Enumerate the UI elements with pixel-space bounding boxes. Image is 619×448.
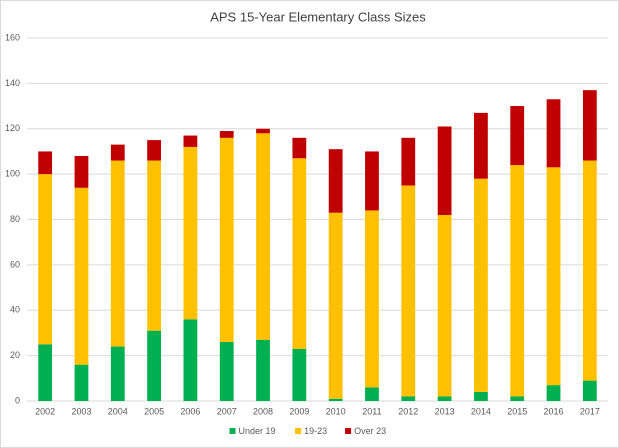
x-tick-label: 2014	[471, 406, 491, 416]
bar-segment	[546, 167, 561, 386]
x-tick-label: 2015	[507, 406, 527, 416]
bar-segment	[183, 146, 198, 320]
x-tick-label: 2004	[108, 406, 128, 416]
legend-swatch	[229, 428, 236, 434]
bar-segment	[437, 126, 452, 215]
bar-segment	[292, 348, 307, 401]
x-tick-label: 2016	[544, 406, 564, 416]
bar-segment	[256, 128, 270, 134]
bar-segment	[183, 319, 198, 401]
x-tick-label: 2005	[144, 406, 164, 416]
y-tick-label: 20	[10, 350, 20, 360]
bar-segment	[147, 330, 161, 401]
legend-label: 19-23	[304, 426, 327, 436]
bar-segment	[38, 344, 53, 401]
x-tick-label: 2013	[435, 406, 455, 416]
legend-swatch	[345, 428, 352, 434]
x-tick-label: 2007	[217, 406, 237, 416]
chart-title: APS 15-Year Elementary Class Sizes	[210, 9, 426, 24]
bar-segment	[401, 185, 416, 397]
bar-segment	[401, 137, 416, 186]
bar-segment	[582, 380, 597, 401]
bar-segment	[582, 160, 597, 381]
bar-segment	[219, 137, 234, 343]
legend-label: Under 19	[239, 426, 276, 436]
x-tick-label: 2009	[289, 406, 309, 416]
y-tick-label: 120	[5, 123, 20, 133]
x-tick-label: 2012	[398, 406, 418, 416]
bar-segment	[147, 160, 161, 331]
bar-segment	[292, 158, 307, 349]
x-tick-label: 2002	[35, 406, 55, 416]
bar-segment	[328, 149, 343, 213]
y-tick-label: 100	[5, 169, 20, 179]
y-tick-label: 0	[15, 395, 20, 405]
bar-segment	[365, 151, 379, 211]
x-tick-label: 2011	[362, 406, 381, 416]
bar-segment	[74, 155, 89, 188]
bar-segment	[510, 396, 525, 401]
legend-swatch	[295, 428, 302, 434]
y-tick-label: 140	[5, 78, 20, 88]
y-tick-label: 40	[10, 305, 20, 315]
bar-segment	[328, 212, 343, 399]
y-tick-label: 80	[10, 214, 20, 224]
y-tick-label: 160	[5, 32, 20, 42]
bar-segment	[365, 210, 379, 388]
bar-segment	[219, 131, 234, 138]
bar-segment	[256, 133, 270, 340]
bar-segment	[110, 346, 125, 401]
bar-segment	[474, 391, 488, 401]
bar-segment	[437, 214, 452, 397]
bar-segment	[74, 364, 89, 401]
bar-segment	[183, 135, 198, 147]
bar-segment	[38, 174, 53, 345]
bar-segment	[546, 385, 561, 401]
bar-segment	[110, 160, 125, 347]
bar-segment	[74, 187, 89, 365]
bar-segment	[510, 165, 525, 397]
bar-segment	[110, 144, 125, 161]
bar-segment	[256, 339, 270, 401]
bar-segment	[546, 99, 561, 168]
bar-segment	[582, 90, 597, 161]
x-tick-label: 2008	[253, 406, 273, 416]
x-tick-label: 2017	[580, 406, 600, 416]
bar-segment	[474, 178, 488, 392]
bar-segment	[474, 112, 488, 179]
x-tick-label: 2010	[326, 406, 346, 416]
bar-segment	[219, 342, 234, 401]
bar-segment	[38, 151, 53, 175]
bar-segment	[147, 140, 161, 161]
bar-segment	[328, 398, 343, 401]
bar-segment	[292, 137, 307, 159]
bar-segment	[437, 396, 452, 401]
bar-segment	[510, 106, 525, 166]
x-tick-label: 2003	[71, 406, 91, 416]
bar-segment	[401, 396, 416, 401]
y-tick-label: 60	[10, 259, 20, 269]
bar-segment	[365, 387, 379, 401]
legend-label: Over 23	[354, 426, 386, 436]
x-tick-label: 2006	[180, 406, 200, 416]
